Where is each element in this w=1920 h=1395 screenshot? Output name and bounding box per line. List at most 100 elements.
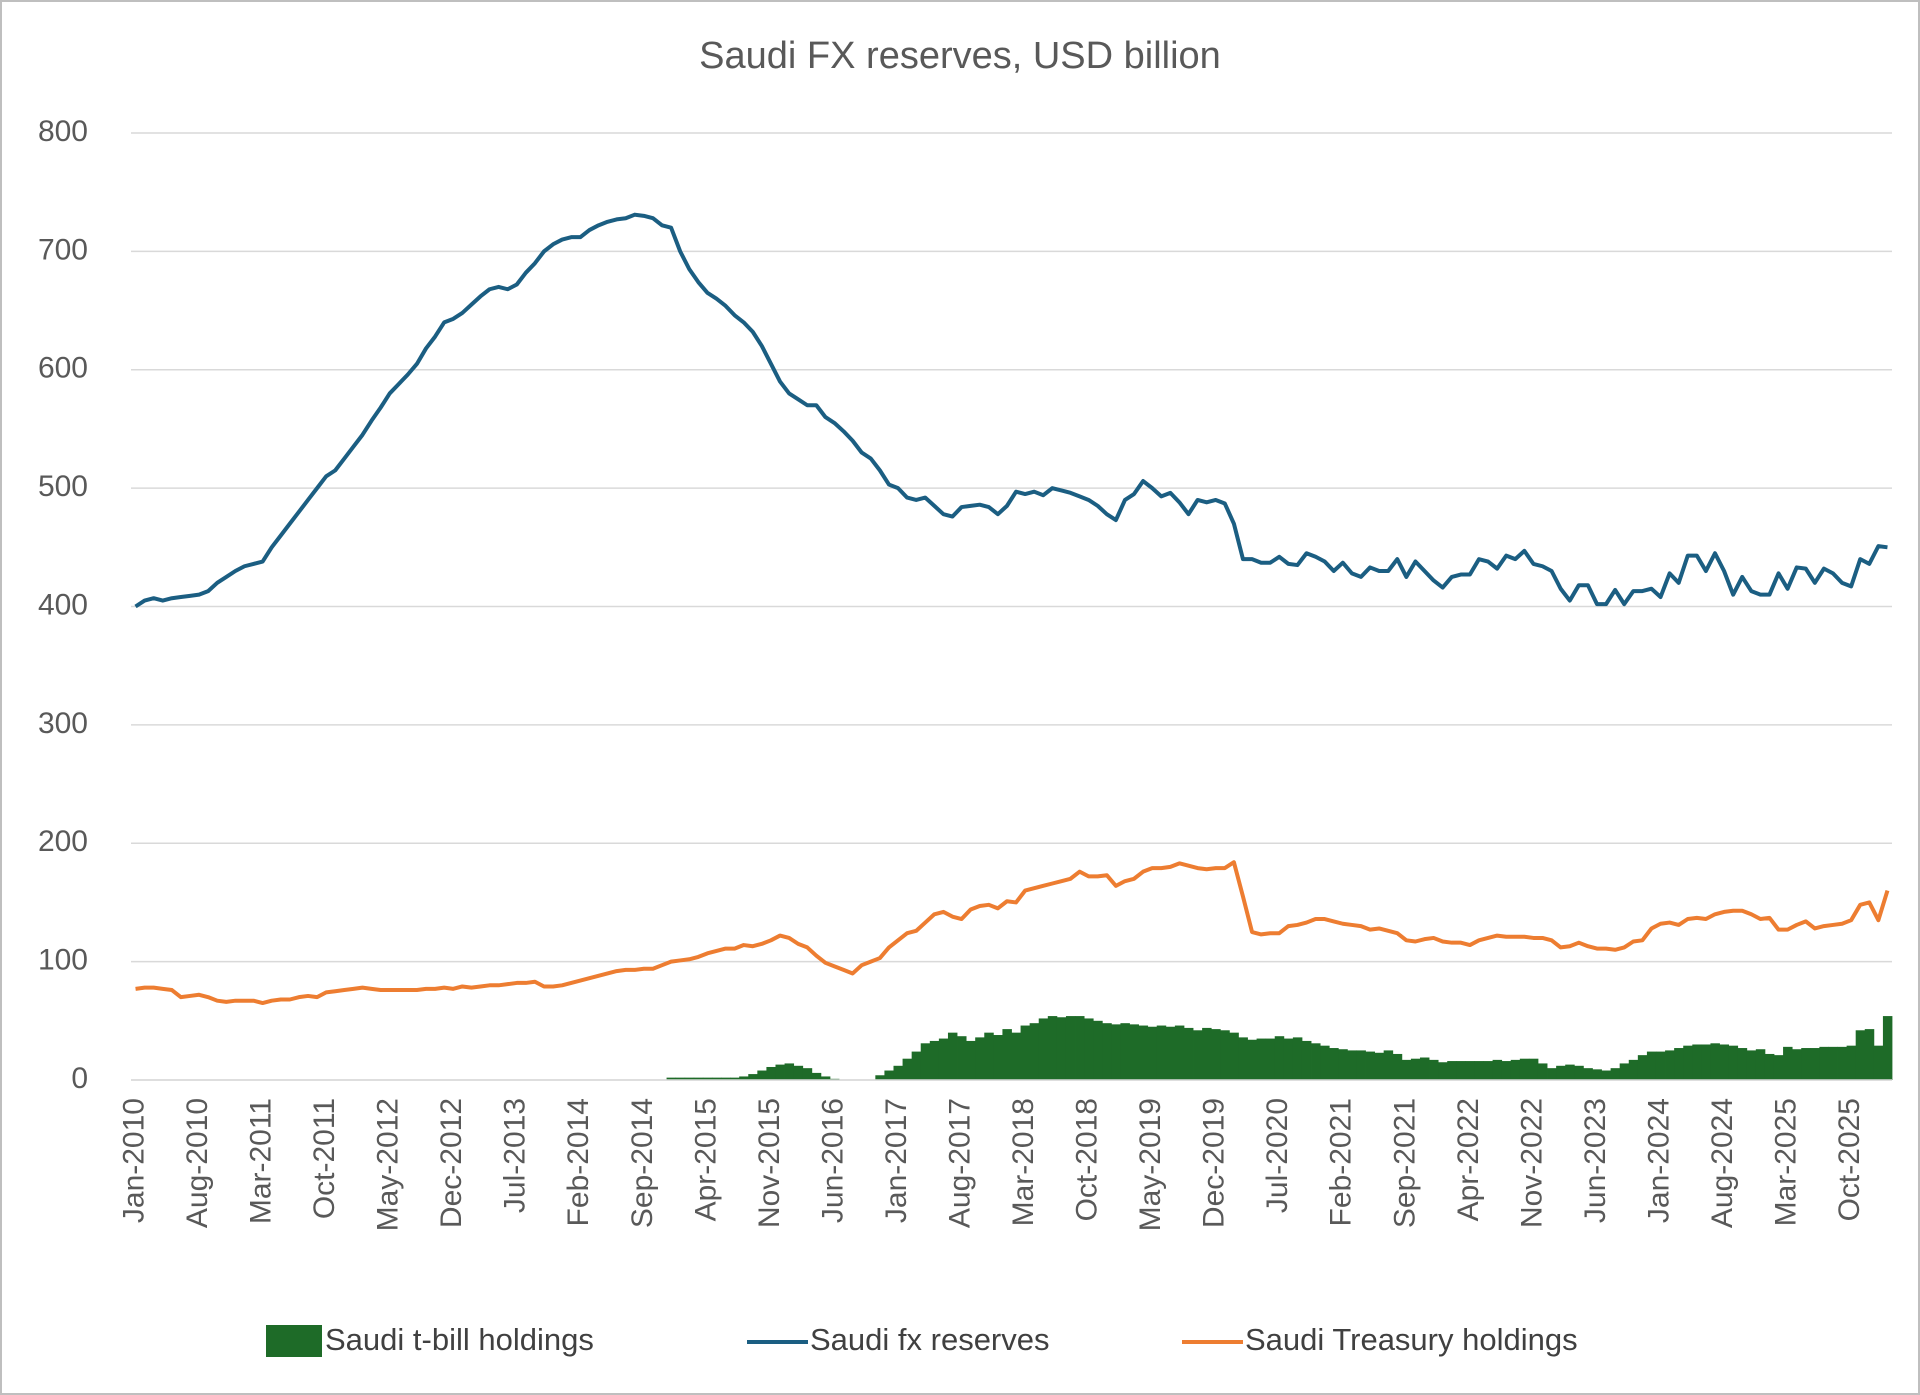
x-tick-label: Jul-2020: [1261, 1098, 1294, 1213]
bar: [1528, 1058, 1539, 1080]
bar: [1292, 1037, 1303, 1080]
bar: [693, 1077, 704, 1080]
bar: [1737, 1048, 1748, 1080]
x-tick-label: Jun-2023: [1579, 1098, 1612, 1223]
bar: [884, 1070, 894, 1080]
bar: [1773, 1055, 1784, 1080]
bar: [1274, 1036, 1285, 1080]
bar: [1120, 1023, 1130, 1080]
bar: [1565, 1064, 1575, 1080]
bar: [1637, 1055, 1648, 1080]
bar: [1537, 1063, 1548, 1080]
bar: [1519, 1058, 1530, 1080]
x-tick-label: Oct-2025: [1833, 1098, 1866, 1221]
x-tick-label: Nov-2015: [753, 1098, 786, 1228]
bar: [675, 1077, 686, 1080]
legend-label: Saudi Treasury holdings: [1245, 1322, 1578, 1357]
bar: [1419, 1057, 1430, 1080]
bar: [702, 1077, 713, 1080]
bar: [1029, 1023, 1040, 1080]
bar: [711, 1077, 722, 1080]
bar: [757, 1070, 767, 1080]
bar: [1165, 1026, 1176, 1080]
bar: [1683, 1045, 1693, 1080]
bar: [1038, 1018, 1049, 1080]
bar: [1873, 1045, 1884, 1080]
x-tick-label: Aug-2024: [1706, 1098, 1739, 1228]
bar: [1347, 1050, 1357, 1080]
bar: [802, 1068, 813, 1080]
line-series: [134, 212, 1888, 609]
bar: [793, 1065, 804, 1080]
bar: [1710, 1043, 1720, 1080]
bar: [911, 1051, 922, 1080]
bar: [1102, 1023, 1112, 1080]
bar: [730, 1077, 740, 1080]
bar: [1311, 1043, 1321, 1080]
x-tick-label: Apr-2015: [689, 1098, 722, 1221]
bar: [1819, 1046, 1829, 1080]
x-tick-label: Mar-2011: [245, 1098, 278, 1224]
bar: [1211, 1029, 1221, 1080]
bar: [1501, 1061, 1512, 1080]
bar: [1111, 1024, 1121, 1080]
bar: [766, 1066, 776, 1080]
bar: [721, 1077, 731, 1080]
bar: [1828, 1046, 1838, 1080]
bar: [1719, 1044, 1730, 1080]
legend: Saudi t-bill holdings Saudi fx reserves …: [266, 1322, 1578, 1357]
bar: [1247, 1039, 1257, 1080]
bar: [1646, 1051, 1657, 1080]
bar: [1193, 1030, 1203, 1080]
bar: [1183, 1027, 1194, 1080]
y-tick-label: 600: [38, 352, 88, 385]
x-tick-label: May-2019: [1134, 1098, 1167, 1231]
bar: [1220, 1030, 1230, 1080]
bar: [938, 1038, 949, 1080]
bar: [1011, 1032, 1021, 1080]
bar: [929, 1040, 940, 1080]
legend-label: Saudi t-bill holdings: [325, 1322, 594, 1357]
bar: [1846, 1045, 1857, 1080]
bar: [1592, 1069, 1602, 1080]
bar: [1574, 1065, 1584, 1080]
bar: [1864, 1029, 1875, 1080]
bar: [1438, 1062, 1448, 1080]
bar: [1601, 1070, 1612, 1080]
bar: [1474, 1061, 1484, 1080]
bar: [1792, 1049, 1802, 1080]
bar: [775, 1064, 785, 1080]
y-tick-label: 500: [38, 470, 88, 503]
bar: [1238, 1037, 1248, 1080]
bar: [784, 1063, 795, 1080]
bar: [1810, 1048, 1820, 1080]
x-tick-label: Mar-2018: [1007, 1098, 1040, 1226]
x-tick-label: Apr-2022: [1452, 1098, 1485, 1221]
bar: [1801, 1048, 1811, 1080]
bar: [975, 1037, 985, 1080]
y-tick-label: 300: [38, 707, 88, 740]
y-tick-label: 800: [38, 115, 88, 148]
bar: [1202, 1027, 1212, 1080]
bar: [1256, 1038, 1267, 1080]
x-tick-label: Jan-2010: [117, 1098, 150, 1223]
bar: [1556, 1065, 1566, 1080]
bar: [1093, 1020, 1103, 1080]
bar: [811, 1072, 822, 1080]
bar: [1047, 1016, 1058, 1080]
bar: [666, 1077, 677, 1080]
line-series: [135, 860, 1890, 1006]
y-tick-label: 400: [38, 588, 88, 621]
bar: [920, 1043, 931, 1080]
x-tick-label: Feb-2014: [562, 1098, 595, 1226]
x-tick-label: Dec-2012: [435, 1098, 468, 1228]
x-tick-label: Jan-2017: [880, 1098, 913, 1223]
bar: [1301, 1040, 1312, 1080]
x-tick-label: May-2012: [372, 1098, 405, 1231]
bar: [1174, 1025, 1185, 1080]
x-tick-label: Oct-2018: [1071, 1098, 1104, 1221]
bar: [1674, 1048, 1684, 1080]
bar: [1147, 1026, 1158, 1080]
bar: [1728, 1045, 1739, 1080]
bar: [875, 1075, 885, 1080]
